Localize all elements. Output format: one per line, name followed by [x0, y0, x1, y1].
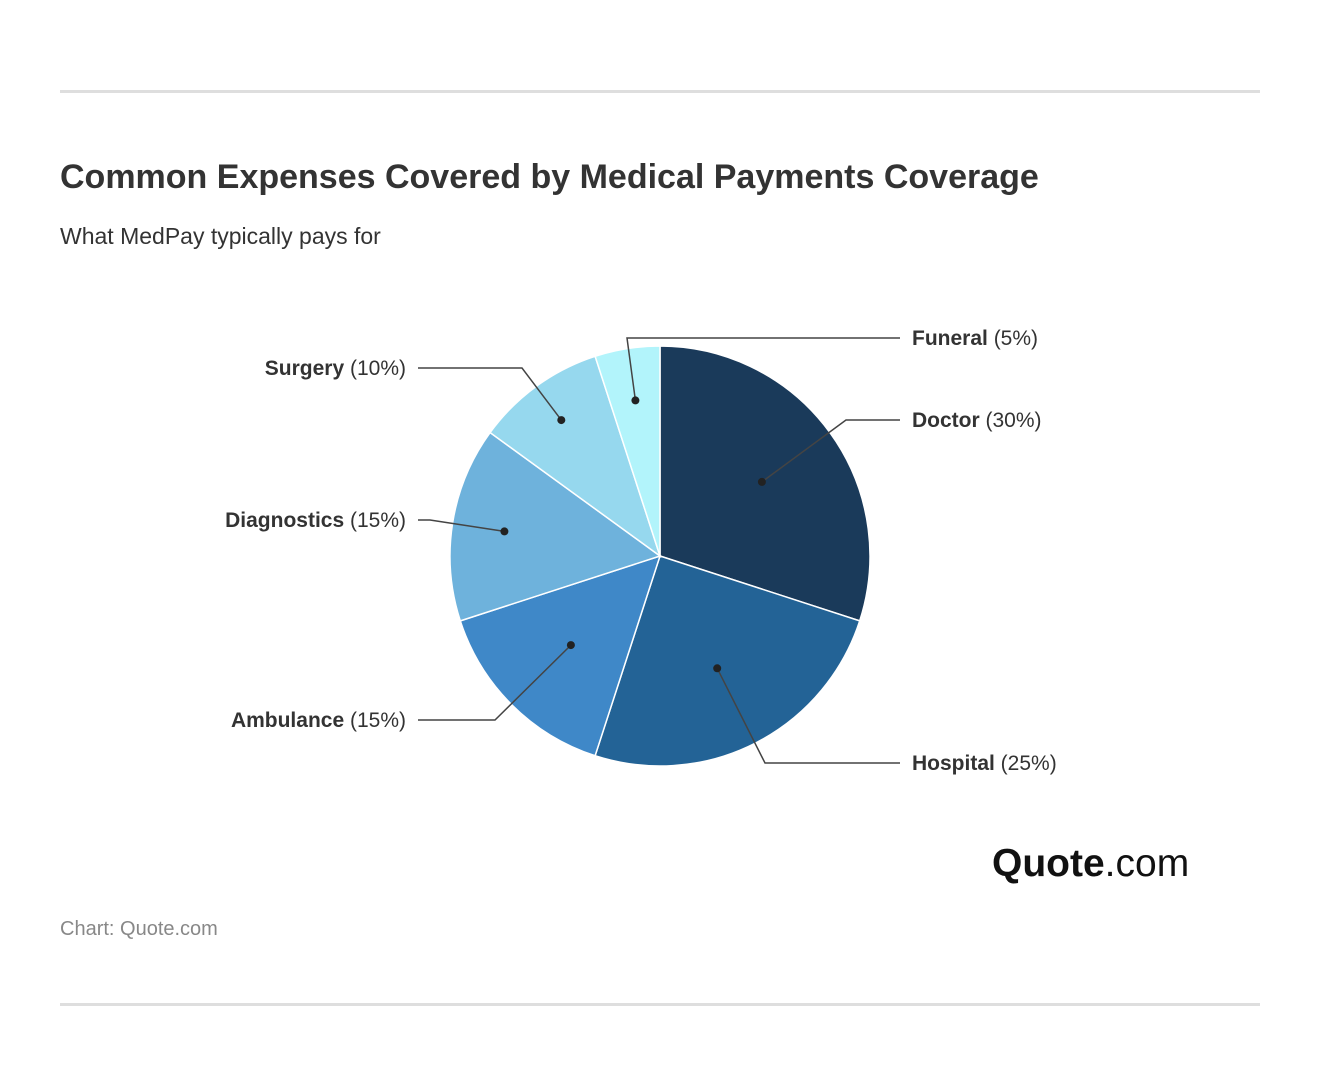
slice-label-category: Diagnostics [225, 509, 344, 532]
slice-label-category: Doctor [912, 409, 980, 432]
leader-dot-hospital [713, 664, 722, 673]
slice-label-category: Surgery [265, 357, 345, 380]
slice-label-percent: (30%) [980, 409, 1042, 432]
leader-line-diagnostics [418, 519, 505, 533]
slice-label-funeral: Funeral (5%) [912, 327, 1038, 350]
quote-logo: Quote.com [992, 842, 1189, 886]
logo-suffix: .com [1104, 842, 1190, 885]
slice-label-doctor: Doctor (30%) [912, 409, 1042, 432]
slice-label-percent: (10%) [344, 357, 406, 380]
leader-line-doctor [761, 419, 900, 483]
top-divider [60, 90, 1260, 93]
slice-label-surgery: Surgery (10%) [265, 357, 406, 380]
slice-label-ambulance: Ambulance (15%) [231, 709, 406, 732]
leader-line-surgery [418, 367, 562, 421]
slice-label-percent: (15%) [344, 509, 406, 532]
leader-line-hospital [716, 667, 900, 764]
pie-slice-funeral [594, 345, 661, 557]
slice-label-category: Hospital [912, 752, 995, 775]
leader-dot-doctor [757, 477, 766, 486]
logo-word: Quote [992, 842, 1105, 885]
slice-label-category: Ambulance [231, 709, 344, 732]
slice-label-percent: (25%) [995, 752, 1057, 775]
leader-dot-diagnostics [500, 527, 509, 536]
leader-line-funeral [626, 337, 900, 401]
chart-source: Chart: Quote.com [60, 918, 218, 940]
leader-dot-surgery [557, 416, 566, 425]
chart-subtitle: What MedPay typically pays for [60, 223, 381, 249]
slice-label-hospital: Hospital (25%) [912, 752, 1057, 775]
leader-dot-ambulance [566, 641, 575, 650]
slice-label-percent: (5%) [988, 327, 1038, 350]
slice-label-percent: (15%) [344, 709, 406, 732]
slice-label-category: Funeral [912, 327, 988, 350]
chart-title: Common Expenses Covered by Medical Payme… [60, 158, 1039, 196]
leader-dot-funeral [631, 396, 640, 405]
leader-line-ambulance [418, 644, 572, 721]
slice-label-diagnostics: Diagnostics (15%) [225, 509, 406, 532]
bottom-divider [60, 1003, 1260, 1006]
